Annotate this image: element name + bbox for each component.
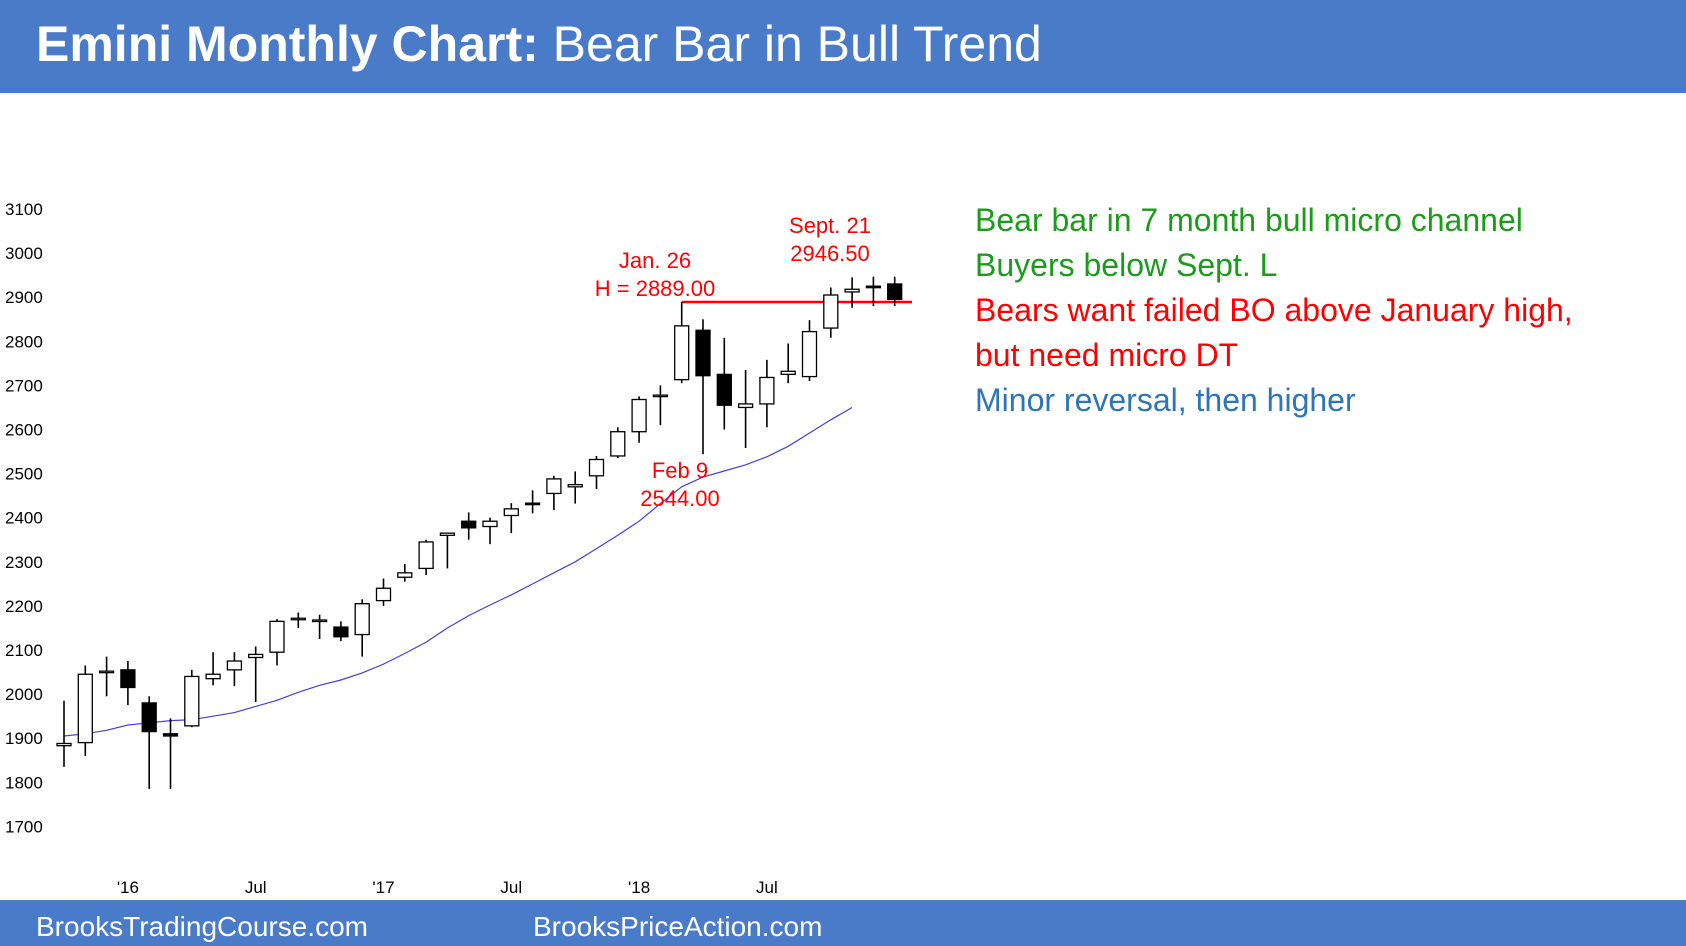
- chart-title: Emini Monthly Chart: Bear Bar in Bull Tr…: [36, 14, 1042, 74]
- annotation-label: Sept. 21: [789, 213, 871, 238]
- y-tick-label: 2700: [5, 376, 43, 395]
- candle-bear: [461, 520, 477, 529]
- y-tick-label: 1900: [5, 729, 43, 748]
- y-tick-label: 3100: [5, 200, 43, 219]
- candle-bull: [482, 520, 498, 528]
- y-tick-label: 2900: [5, 288, 43, 307]
- candle-bull: [546, 478, 562, 495]
- candle-bear: [695, 329, 711, 377]
- annotation-label: H = 2889.00: [595, 276, 715, 301]
- candle-bull: [290, 617, 306, 621]
- candle-bull: [503, 508, 519, 517]
- candle-bull: [354, 603, 370, 636]
- x-tick-label: '16: [117, 878, 139, 897]
- candle-bull: [631, 398, 647, 433]
- candle-bull: [205, 673, 221, 680]
- footer-link-trading-course[interactable]: BrooksTradingCourse.com: [36, 911, 368, 942]
- x-tick-label: Jul: [500, 878, 522, 897]
- note-1: Bear bar in 7 month bull micro channel: [975, 202, 1523, 238]
- chart-title-rest: Bear Bar in Bull Trend: [552, 16, 1042, 72]
- candle-bear: [162, 733, 179, 737]
- candle-bull: [248, 653, 264, 659]
- candle-bull: [737, 403, 754, 409]
- candle-bull: [780, 370, 796, 376]
- candle-bull: [844, 288, 860, 293]
- candle-bear: [716, 373, 732, 406]
- candle-bull: [311, 619, 328, 623]
- y-tick-label: 2600: [5, 421, 43, 440]
- candle-bull: [269, 620, 285, 653]
- candle-bull: [98, 670, 115, 674]
- moving-average-line: [63, 406, 853, 737]
- candle-bear: [333, 626, 349, 638]
- candle-bear: [865, 285, 882, 289]
- candle-bull: [674, 325, 690, 381]
- x-tick-label: Jul: [245, 878, 267, 897]
- candle-bull: [610, 431, 626, 457]
- candle-bull: [439, 532, 456, 536]
- candle-bear: [524, 502, 541, 506]
- y-tick-label: 2400: [5, 509, 43, 528]
- y-tick-label: 2300: [5, 553, 43, 572]
- x-tick-label: '17: [372, 878, 394, 897]
- candle-bull: [56, 742, 72, 747]
- candle-bull: [397, 572, 413, 578]
- note-2: Buyers below Sept. L: [975, 247, 1278, 283]
- candle-bull: [588, 458, 605, 477]
- candle-bull: [759, 376, 775, 405]
- candle-bull: [375, 587, 392, 602]
- candle-bull: [567, 483, 583, 488]
- candle-bear: [887, 283, 903, 301]
- candle-bull: [226, 660, 243, 671]
- y-tick-label: 2800: [5, 332, 43, 351]
- y-tick-label: 2500: [5, 465, 43, 484]
- title-bar: [0, 0, 1686, 93]
- y-tick-label: 1700: [5, 817, 43, 836]
- candle-bull: [823, 294, 839, 329]
- y-tick-label: 3000: [5, 244, 43, 263]
- note-3: Bears want failed BO above January high,: [975, 292, 1573, 328]
- y-tick-label: 1800: [5, 773, 43, 792]
- chart-title-bold: Emini Monthly Chart:: [36, 16, 539, 72]
- annotation-label: Feb 9: [652, 458, 708, 483]
- y-tick-label: 2200: [5, 597, 43, 616]
- candle-bear: [141, 702, 157, 733]
- annotation-label: Jan. 26: [619, 248, 691, 273]
- y-tick-label: 2100: [5, 641, 43, 660]
- note-4: but need micro DT: [975, 337, 1239, 373]
- x-tick-label: Jul: [756, 878, 778, 897]
- annotation-label: 2946.50: [790, 241, 870, 266]
- candle-bear: [120, 669, 136, 689]
- footer-bar: [0, 900, 1686, 946]
- candle-bull: [418, 541, 434, 570]
- x-tick-label: '18: [628, 878, 650, 897]
- note-5: Minor reversal, then higher: [975, 382, 1356, 418]
- y-tick-label: 2000: [5, 685, 43, 704]
- candle-bull: [184, 675, 200, 727]
- candle-bull: [801, 330, 818, 378]
- candle-bull: [652, 394, 669, 398]
- annotation-label: 2544.00: [640, 486, 720, 511]
- footer-link-price-action[interactable]: BrooksPriceAction.com: [533, 911, 823, 942]
- candle-bull: [77, 673, 93, 744]
